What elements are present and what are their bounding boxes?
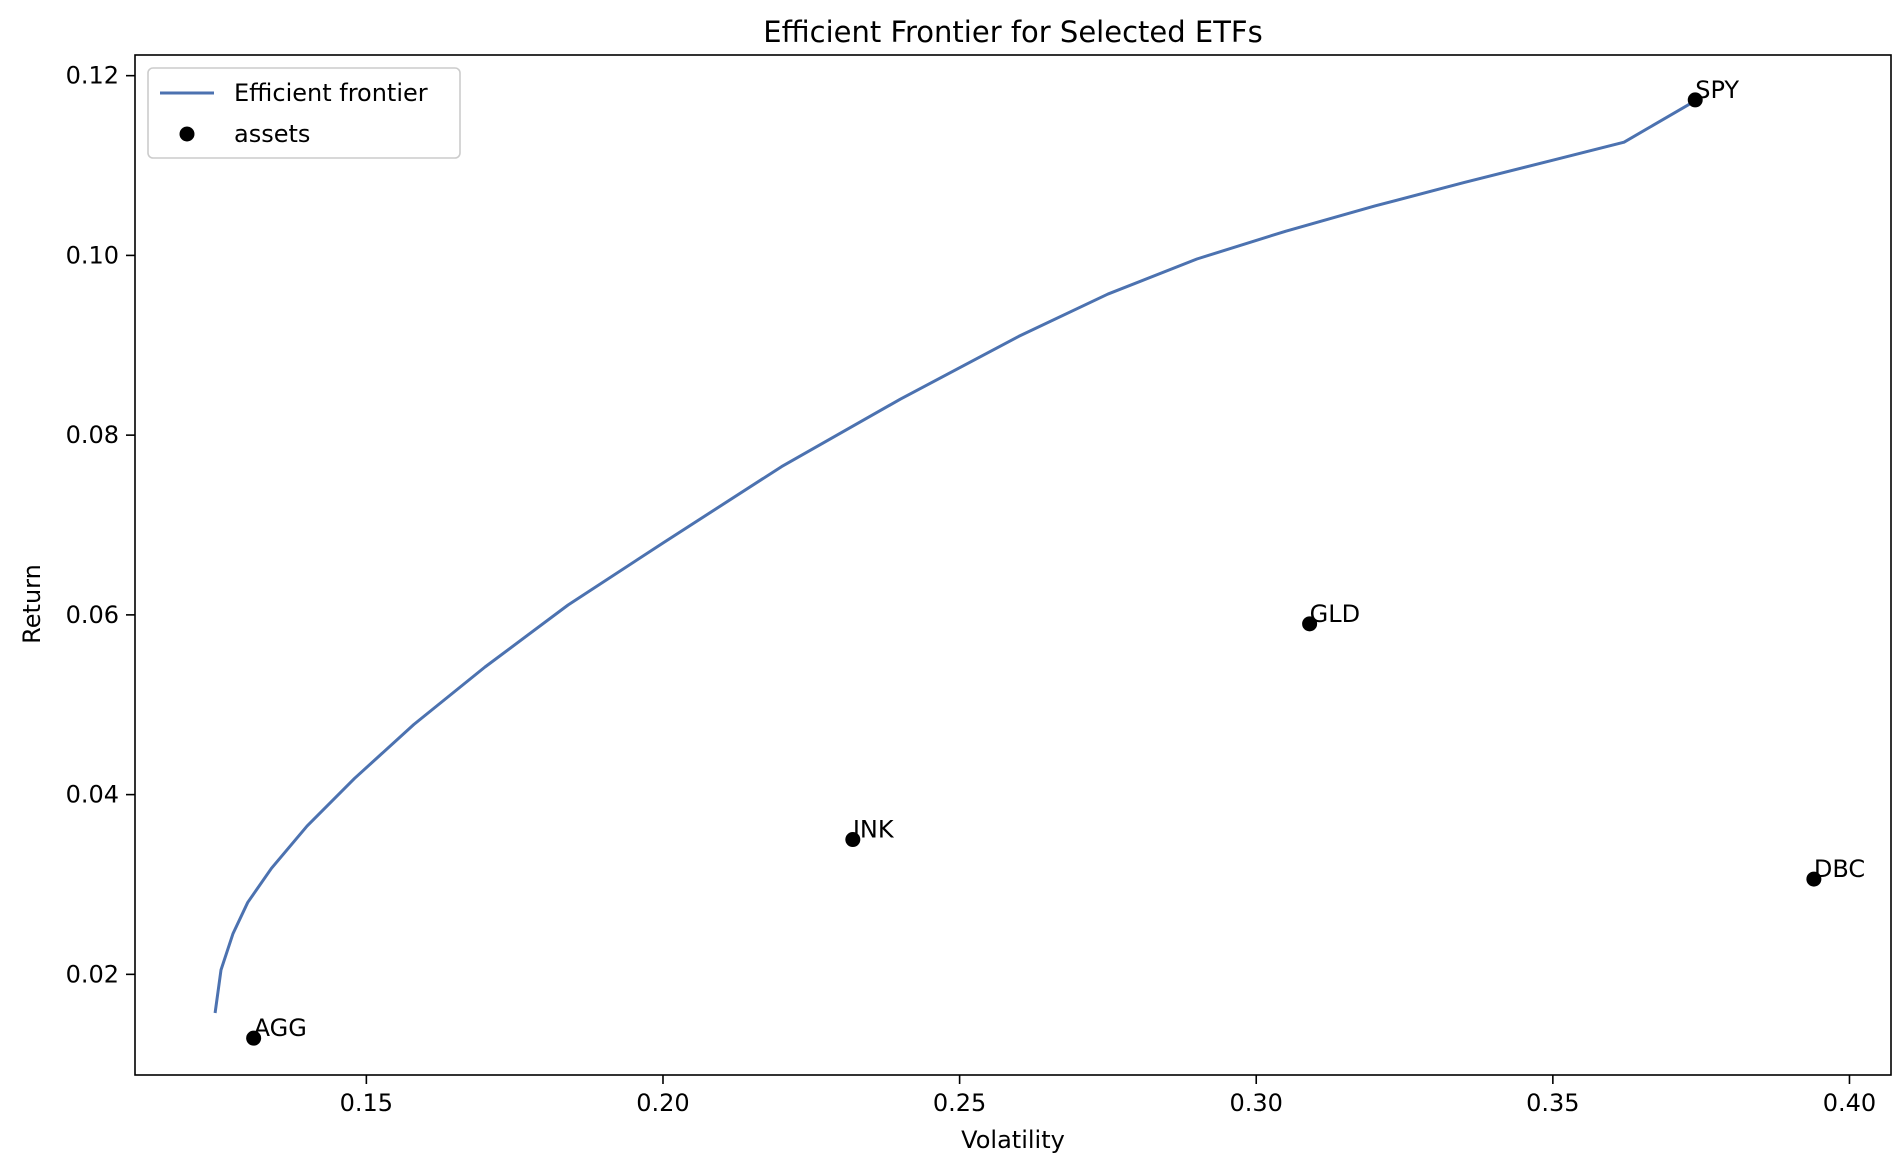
legend-label-assets: assets bbox=[234, 120, 310, 148]
asset-point-dbc bbox=[1806, 871, 1822, 887]
x-tick-label: 0.30 bbox=[1230, 1089, 1283, 1117]
legend: Efficient frontier assets bbox=[147, 67, 461, 159]
plot-area: 0.15 0.20 0.25 0.30 0.35 0.40 0.02 0.04 0.06 0.08… bbox=[66, 54, 1892, 1117]
x-tick-label: 0.20 bbox=[636, 1089, 689, 1117]
asset-point-jnk bbox=[845, 832, 861, 848]
asset-point-gld bbox=[1302, 616, 1318, 632]
plot-frame bbox=[134, 54, 1892, 1076]
asset-label-agg: AGG bbox=[254, 1014, 307, 1042]
x-tick-label: 0.40 bbox=[1823, 1089, 1876, 1117]
asset-point-agg bbox=[246, 1030, 262, 1046]
x-axis-label: Volatility bbox=[961, 1126, 1065, 1154]
x-tick-label: 0.35 bbox=[1526, 1089, 1579, 1117]
asset-label-spy: SPY bbox=[1695, 76, 1739, 104]
asset-label-dbc: DBC bbox=[1814, 855, 1865, 883]
asset-label-gld: GLD bbox=[1310, 600, 1360, 628]
x-tick-label: 0.25 bbox=[933, 1089, 986, 1117]
y-tick-label: 0.12 bbox=[66, 62, 119, 90]
x-tick-label: 0.15 bbox=[340, 1089, 393, 1117]
legend-label-efficient-frontier: Efficient frontier bbox=[234, 79, 428, 107]
y-tick-label: 0.10 bbox=[66, 241, 119, 269]
legend-marker-swatch bbox=[179, 126, 195, 142]
y-axis-label: Return bbox=[18, 564, 46, 644]
y-tick-label: 0.06 bbox=[66, 601, 119, 629]
y-tick-label: 0.02 bbox=[66, 960, 119, 988]
asset-label-jnk: JNK bbox=[851, 816, 895, 844]
efficient-frontier-line bbox=[213, 99, 1696, 1014]
y-tick-label: 0.04 bbox=[66, 781, 119, 809]
legend-box bbox=[147, 67, 461, 159]
chart-title: Efficient Frontier for Selected ETFs bbox=[763, 15, 1262, 49]
asset-point-spy bbox=[1687, 92, 1703, 108]
y-tick-label: 0.08 bbox=[66, 421, 119, 449]
